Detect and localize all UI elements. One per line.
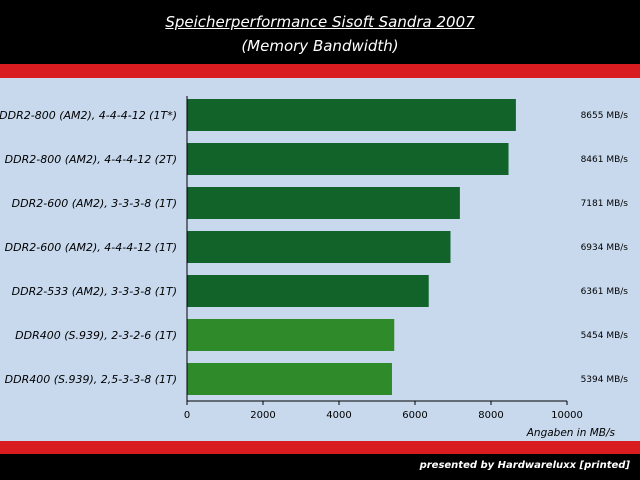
credit-text: presented by Hardwareluxx [printed] — [419, 460, 630, 471]
value-label: 8461 MB/s — [581, 155, 629, 165]
bar — [187, 231, 451, 263]
bar — [187, 187, 460, 219]
category-label: DDR400 (S.939), 2-3-2-6 (1T) — [15, 329, 177, 342]
bar — [187, 319, 395, 351]
value-label: 8655 MB/s — [581, 111, 629, 121]
value-label: 6934 MB/s — [581, 243, 629, 253]
bar — [187, 143, 509, 175]
x-tick-label: 10000 — [551, 410, 583, 421]
value-label: 5394 MB/s — [581, 375, 629, 385]
category-label: DDR2-533 (AM2), 3-3-3-8 (1T) — [12, 285, 177, 298]
bar — [187, 99, 516, 131]
footer-band: presented by Hardwareluxx [printed] — [0, 454, 640, 480]
category-label: DDR2-800 (AM2), 4-4-4-12 (1T*) — [0, 109, 177, 122]
category-label: DDR400 (S.939), 2,5-3-3-8 (1T) — [5, 373, 177, 386]
category-label: DDR2-800 (AM2), 4-4-4-12 (2T) — [5, 153, 177, 166]
x-tick-label: 0 — [184, 410, 190, 421]
x-tick-label: 4000 — [326, 410, 351, 421]
header-band: Speicherperformance Sisoft Sandra 2007 (… — [0, 0, 640, 64]
chart-subtitle: (Memory Bandwidth) — [241, 37, 399, 55]
chart-title: Speicherperformance Sisoft Sandra 2007 — [165, 13, 475, 31]
x-tick-label: 6000 — [402, 410, 427, 421]
category-label: DDR2-600 (AM2), 4-4-4-12 (1T) — [5, 241, 177, 254]
value-label: 6361 MB/s — [581, 287, 629, 297]
x-axis-title: Angaben in MB/s — [526, 427, 616, 439]
x-tick-label: 8000 — [478, 410, 503, 421]
value-label: 5454 MB/s — [581, 331, 629, 341]
category-label: DDR2-600 (AM2), 3-3-3-8 (1T) — [12, 197, 177, 210]
value-label: 7181 MB/s — [581, 199, 629, 209]
bottom-red-band — [0, 441, 640, 454]
bar — [187, 363, 392, 395]
top-red-band — [0, 64, 640, 78]
x-tick-label: 2000 — [250, 410, 275, 421]
bar — [187, 275, 429, 307]
